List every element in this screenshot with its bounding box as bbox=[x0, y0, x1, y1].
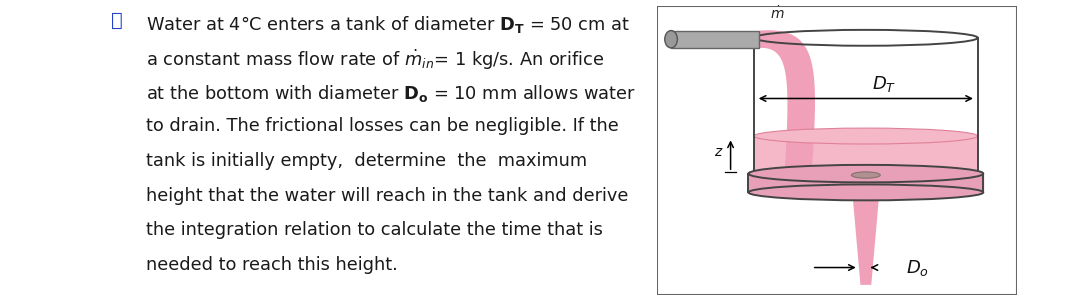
Text: needed to reach this height.: needed to reach this height. bbox=[146, 256, 397, 274]
Text: the integration relation to calculate the time that is: the integration relation to calculate th… bbox=[146, 221, 603, 239]
Polygon shape bbox=[852, 192, 879, 285]
Bar bbox=[671, 31, 759, 48]
Text: Water at 4°C enters a tank of diameter $\mathbf{D_T}$ = 50 cm at: Water at 4°C enters a tank of diameter $… bbox=[146, 14, 630, 35]
Text: tank is initially empty,  determine  the  maximum: tank is initially empty, determine the m… bbox=[146, 152, 586, 170]
Ellipse shape bbox=[851, 172, 880, 178]
Ellipse shape bbox=[748, 185, 983, 200]
Bar bbox=[754, 136, 977, 182]
Text: z: z bbox=[714, 145, 721, 159]
Text: height that the water will reach in the tank and derive: height that the water will reach in the … bbox=[146, 187, 629, 205]
Text: at the bottom with diameter $\mathbf{D_o}$ = 10 mm allows water: at the bottom with diameter $\mathbf{D_o… bbox=[146, 83, 635, 104]
Text: $\dot{m}$: $\dot{m}$ bbox=[770, 5, 785, 22]
Text: $\mathit{D}_\mathit{T}$: $\mathit{D}_\mathit{T}$ bbox=[872, 74, 896, 94]
Text: a constant mass flow rate of $\dot{m}_{in}$= 1 kg/s. An orifice: a constant mass flow rate of $\dot{m}_{i… bbox=[146, 48, 604, 73]
Text: 🧑: 🧑 bbox=[111, 11, 122, 29]
Ellipse shape bbox=[754, 128, 977, 144]
Text: to drain. The frictional losses can be negligible. If the: to drain. The frictional losses can be n… bbox=[146, 117, 619, 135]
Text: $\mathit{D}_\mathit{o}$: $\mathit{D}_\mathit{o}$ bbox=[905, 258, 929, 278]
Ellipse shape bbox=[665, 31, 677, 48]
Ellipse shape bbox=[754, 166, 977, 182]
Ellipse shape bbox=[748, 165, 983, 182]
Polygon shape bbox=[759, 30, 815, 172]
